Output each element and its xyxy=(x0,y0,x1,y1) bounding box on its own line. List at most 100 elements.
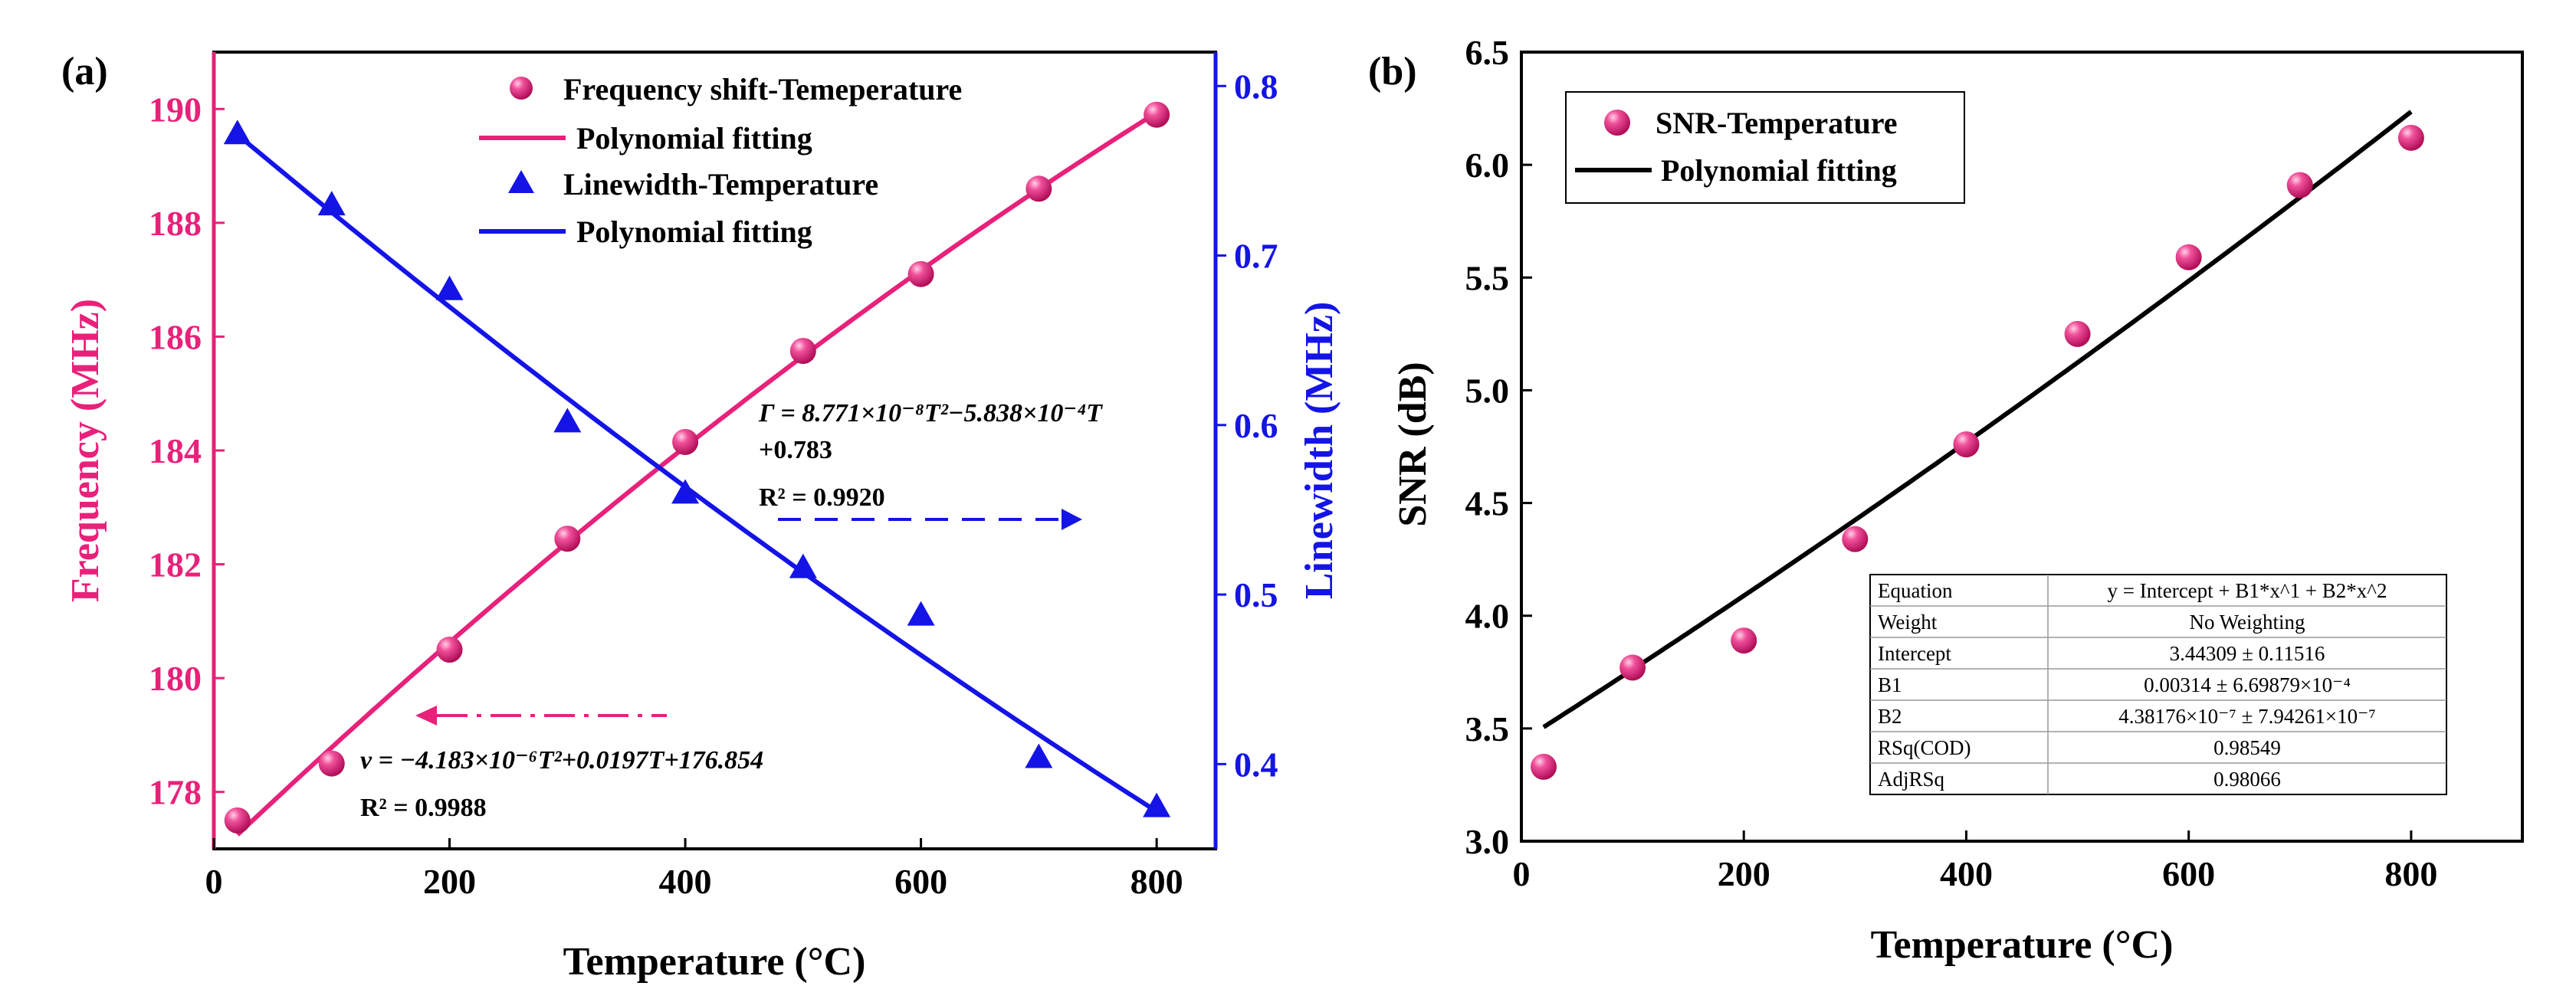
panel-a-x-ticks: 0 200 400 600 800 xyxy=(205,838,1183,901)
fit-table-key: Equation xyxy=(1878,579,1953,602)
panel-a-y2-label: Linewidth (MHz) xyxy=(1298,302,1341,600)
frequency-point xyxy=(1025,175,1052,202)
y2-tick-label: 0.7 xyxy=(1234,237,1278,276)
fit-table-key: Intercept xyxy=(1878,642,1951,665)
legend-marker-snr xyxy=(1604,110,1630,136)
snr-fit-line xyxy=(1542,110,2413,729)
x-tick-label: 400 xyxy=(1940,854,1993,893)
legend-label-frequency: Frequency shift-Temeperature xyxy=(563,72,962,106)
snr-point xyxy=(1531,753,1557,780)
y-tick-label: 5.0 xyxy=(1465,371,1510,410)
fit-table-value: 4.38176×10⁻⁷ ± 7.94261×10⁻⁷ xyxy=(2118,705,2376,728)
linewidth-axis-arrowhead xyxy=(1062,509,1082,530)
gamma-r-squared: R² = 0.9920 xyxy=(759,483,885,512)
panel-b-y-label: SNR (dB) xyxy=(1391,362,1435,526)
frequency-point xyxy=(789,338,816,364)
linewidth-point xyxy=(907,601,935,626)
linewidth-point xyxy=(671,479,700,504)
gamma-equation: Γ = 8.771×10⁻⁸T²−5.838×10⁻⁴T xyxy=(758,399,1103,427)
y-tick-label: 190 xyxy=(149,90,202,129)
snr-point xyxy=(1953,431,1980,458)
legend-marker-linewidth xyxy=(508,170,534,193)
linewidth-point xyxy=(1025,743,1053,768)
panel-a-legend: Frequency shift-Temeperature Polynomial … xyxy=(479,72,962,249)
x-tick-label: 800 xyxy=(2384,854,2437,893)
y-tick-label: 3.5 xyxy=(1465,709,1510,748)
x-tick-label: 400 xyxy=(659,862,712,901)
snr-point xyxy=(1619,654,1646,681)
y-tick-label: 4.5 xyxy=(1465,484,1510,523)
panel-b-y-ticks: 3.0 3.5 4.0 4.5 5.0 5.5 6.0 6.5 xyxy=(1465,33,1532,861)
snr-point xyxy=(1842,526,1869,552)
linewidth-point xyxy=(789,553,817,578)
y2-tick-label: 0.8 xyxy=(1234,67,1278,106)
linewidth-point xyxy=(553,408,582,433)
fit-table-key: B2 xyxy=(1878,705,1902,728)
x-tick-label: 200 xyxy=(423,862,476,901)
snr-point xyxy=(1731,627,1757,654)
frequency-axis-arrowhead xyxy=(415,706,437,726)
legend-label-lw-fit: Polynomial fitting xyxy=(576,215,812,249)
y-tick-label: 4.0 xyxy=(1465,597,1510,636)
y2-tick-label: 0.6 xyxy=(1234,406,1278,445)
panel-a-x-label: Temperature (°C) xyxy=(563,940,866,984)
fit-table-value: 3.44309 ± 0.11516 xyxy=(2170,642,2325,665)
y-tick-label: 180 xyxy=(149,659,202,698)
panel-b-x-ticks: 0 200 400 600 800 xyxy=(1513,830,2437,893)
nu-equation: ν = −4.183×10⁻⁶T²+0.0197T+176.854 xyxy=(360,746,763,775)
legend-label-linewidth: Linewidth-Temperature xyxy=(563,167,878,201)
y-tick-label: 184 xyxy=(149,431,202,470)
panel-a-y2-ticks: 0.4 0.5 0.6 0.7 0.8 xyxy=(1216,67,1278,784)
linewidth-point xyxy=(223,120,251,145)
panel-b-frame xyxy=(1520,51,2524,843)
linewidth-fit-line xyxy=(235,133,1158,814)
snr-point xyxy=(2175,244,2202,270)
panel-a: (a) 0 200 400 600 800 178180182184186188190 … xyxy=(61,50,1341,984)
y-tick-label: 6.5 xyxy=(1465,33,1510,72)
legend-label-freq-fit: Polynomial fitting xyxy=(576,121,812,156)
snr-point xyxy=(2286,172,2313,198)
fit-table-border xyxy=(1869,574,2447,795)
linewidth-point xyxy=(435,275,464,300)
nu-r-squared: R² = 0.9988 xyxy=(360,794,487,822)
frequency-point xyxy=(907,260,934,287)
x-tick-label: 600 xyxy=(894,862,947,901)
fit-table-value: y = Intercept + B1*x^1 + B2*x^2 xyxy=(2108,579,2387,602)
frequency-point xyxy=(318,750,345,777)
y-tick-label: 178 xyxy=(149,773,202,812)
frequency-point xyxy=(672,428,699,455)
panel-a-y-ticks: 178 180 182 184 186 188 190 xyxy=(149,90,225,812)
y2-tick-label: 0.5 xyxy=(1234,575,1278,614)
panel-b: (b) 0 200 400 600 800 3.0 3.5 4.0 4.5 5.0 5.5 6.0 6… xyxy=(1368,33,2524,967)
frequency-point xyxy=(554,526,581,552)
panel-b-label: (b) xyxy=(1368,50,1417,93)
snr-point xyxy=(2397,124,2424,151)
fit-table-key: B1 xyxy=(1878,673,1902,696)
frequency-point xyxy=(1144,101,1170,128)
y-tick-label: 188 xyxy=(149,204,202,243)
fit-table-value: No Weighting xyxy=(2189,611,2305,634)
frequency-point xyxy=(436,637,463,663)
legend-label-snr: SNR-Temperature xyxy=(1656,106,1898,140)
x-tick-label: 0 xyxy=(1513,854,1531,893)
panel-a-label: (a) xyxy=(61,50,108,93)
fit-table-key: AdjRSq xyxy=(1878,768,1945,791)
fit-table-key: Weight xyxy=(1878,611,1938,634)
panel-b-legend-box xyxy=(1565,91,1965,204)
panel-b-legend: SNR-Temperature Polynomial fitting xyxy=(1565,91,1965,204)
fit-parameter-table: Equation y = Intercept + B1*x^1 + B2*x^2 W… xyxy=(1869,574,2447,795)
y-tick-label: 3.0 xyxy=(1465,822,1510,861)
x-tick-label: 0 xyxy=(205,862,223,901)
y-tick-label: 182 xyxy=(149,545,202,585)
frequency-point xyxy=(224,807,251,834)
legend-marker-frequency xyxy=(510,77,533,100)
linewidth-point xyxy=(317,191,346,216)
x-tick-label: 200 xyxy=(1718,854,1770,893)
x-tick-label: 800 xyxy=(1130,862,1183,901)
linewidth-point xyxy=(1143,792,1171,817)
panel-b-x-label: Temperature (°C) xyxy=(1871,923,2174,967)
legend-label-snr-fit: Polynomial fitting xyxy=(1661,153,1897,188)
y2-tick-label: 0.4 xyxy=(1234,745,1278,784)
y-tick-label: 6.0 xyxy=(1465,146,1510,185)
